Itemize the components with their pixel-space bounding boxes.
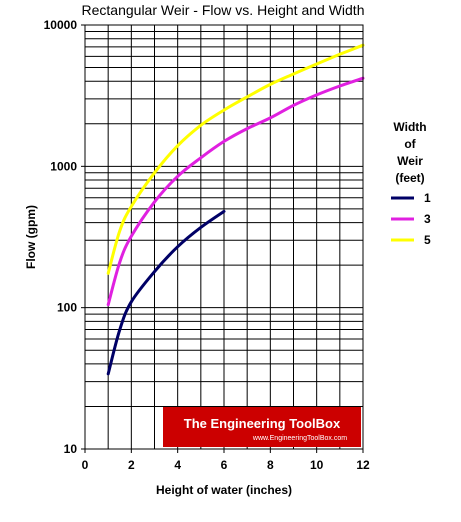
x-tick-label: 0 bbox=[82, 458, 89, 472]
axis-ticks: 0 2 4 6 8 10 12 10 100 1000 10000 bbox=[44, 18, 370, 472]
chart-title: Rectangular Weir - Flow vs. Height and W… bbox=[82, 2, 365, 18]
y-tick-label: 10000 bbox=[44, 18, 78, 32]
series-lines bbox=[106, 43, 365, 376]
series-line-width-1 bbox=[106, 209, 226, 376]
watermark-main-text: The Engineering ToolBox bbox=[184, 416, 341, 431]
x-tick-label: 12 bbox=[356, 458, 370, 472]
legend-label-width-1: 1 bbox=[424, 191, 431, 205]
x-tick-label: 10 bbox=[310, 458, 324, 472]
legend-title-line: Width bbox=[393, 120, 426, 134]
y-axis-title: Flow (gpm) bbox=[24, 205, 38, 269]
grid-lines bbox=[85, 25, 363, 449]
x-tick-label: 6 bbox=[221, 458, 228, 472]
legend-title-line: Weir bbox=[397, 154, 423, 168]
watermark-background bbox=[163, 407, 361, 447]
x-tick-label: 4 bbox=[174, 458, 181, 472]
x-axis-title: Height of water (inches) bbox=[156, 483, 292, 497]
legend-title-line: of bbox=[404, 137, 416, 151]
y-tick-label: 100 bbox=[57, 301, 77, 315]
x-tick-label: 2 bbox=[128, 458, 135, 472]
legend-label-width-3: 3 bbox=[424, 212, 431, 226]
watermark: The Engineering ToolBox www.EngineeringT… bbox=[163, 407, 361, 447]
legend-label-width-5: 5 bbox=[424, 233, 431, 247]
watermark-sub-text: www.EngineeringToolBox.com bbox=[252, 435, 347, 442]
legend-title-line: (feet) bbox=[395, 171, 424, 185]
y-tick-label: 10 bbox=[64, 442, 78, 456]
y-tick-label: 1000 bbox=[50, 159, 77, 173]
series-line-width-3 bbox=[106, 76, 365, 307]
legend: Width of Weir (feet)1 3 5 bbox=[391, 120, 431, 247]
x-tick-label: 8 bbox=[267, 458, 274, 472]
series-line-width-5 bbox=[106, 43, 365, 275]
